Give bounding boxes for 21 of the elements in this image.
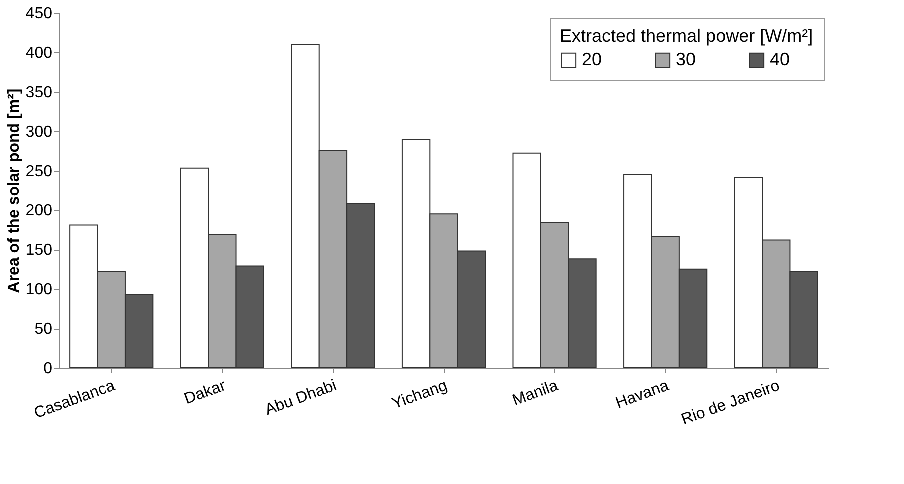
x-tick-label: Rio de Janeiro: [679, 377, 782, 429]
x-tick-label: Manila: [510, 377, 561, 410]
legend-label: 30: [676, 49, 696, 70]
y-tick-label: 450: [26, 6, 53, 22]
y-tick-label: 100: [26, 282, 53, 299]
x-tick-label: Abu Dhabi: [262, 378, 340, 420]
y-tick-label: 150: [26, 242, 53, 260]
y-tick-label: 350: [26, 84, 53, 102]
x-tick-label: Yichang: [390, 378, 450, 414]
legend-label: 20: [582, 49, 602, 70]
x-tick-label: Havana: [614, 377, 672, 412]
y-axis-title: Area of the solar pond [m²]: [6, 88, 23, 294]
y-tick-label: 200: [26, 202, 53, 220]
legend-label: 40: [770, 49, 790, 70]
y-tick-label: 0: [44, 360, 53, 378]
legend-title: Extracted thermal power [W/m²]: [560, 26, 814, 46]
y-tick-label: 300: [26, 124, 53, 141]
y-tick-label: 400: [26, 44, 53, 62]
y-tick-label: 250: [26, 163, 53, 180]
x-tick-label: Dakar: [182, 377, 229, 408]
y-tick-label: 50: [34, 321, 53, 338]
